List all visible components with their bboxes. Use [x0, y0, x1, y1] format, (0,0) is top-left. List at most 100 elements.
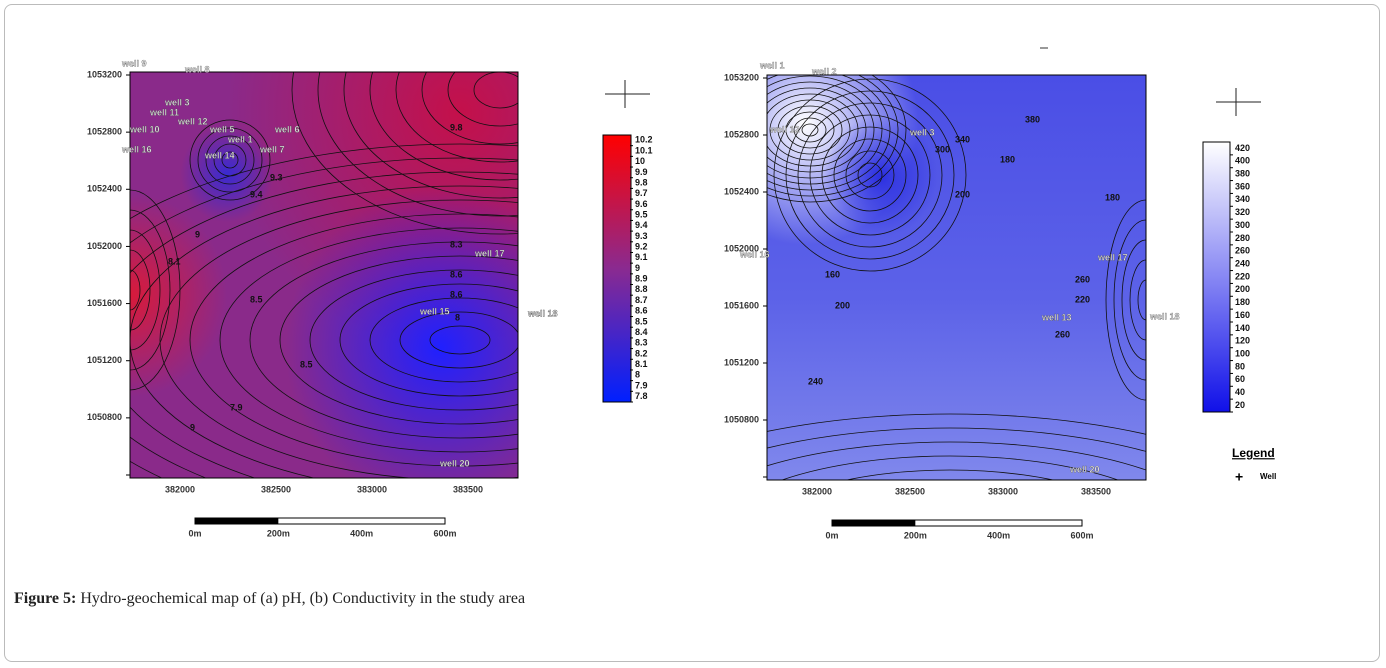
- contour-line: [767, 93, 859, 167]
- contour-line: [421, 72, 518, 145]
- contour-line: [291, 72, 518, 235]
- contour-line: [845, 469, 1055, 480]
- x-axis-label: 382000: [165, 484, 195, 494]
- y-axis-label: 1052800: [724, 129, 759, 139]
- colorbar-label: 10: [635, 156, 645, 166]
- well-label: well 20: [1069, 464, 1100, 474]
- scale-label: 0m: [188, 528, 201, 538]
- contour-line: [399, 311, 518, 369]
- scale-label: 200m: [267, 528, 290, 538]
- well-label: well 2: [811, 66, 837, 76]
- y-axis-label: 1053200: [87, 69, 122, 79]
- colorbar-label: 9.7: [635, 188, 648, 198]
- colorbar-label: 8.6: [635, 306, 648, 316]
- y-axis-label: 1052400: [724, 186, 759, 196]
- colorbar-label: 9.9: [635, 167, 648, 177]
- colorbar-label: 9.4: [635, 220, 648, 230]
- map-b-border: [766, 74, 1147, 481]
- contour-label: 8: [455, 312, 460, 322]
- contour-line: [769, 99, 851, 161]
- colorbar-b: [1202, 141, 1231, 413]
- well-label: well 1: [227, 134, 253, 144]
- contour-line: [205, 135, 255, 185]
- scale-label: 400m: [350, 528, 373, 538]
- contour-line: [189, 119, 271, 201]
- colorbar-label: 8.7: [635, 295, 648, 305]
- contour-line: [369, 297, 518, 383]
- x-axis-label: 383500: [1081, 486, 1111, 496]
- well-label: well 16: [739, 249, 770, 259]
- contour-line: [429, 325, 491, 355]
- scale-label: 600m: [433, 528, 456, 538]
- colorbar-label: 100: [1235, 349, 1250, 359]
- contour-line: [339, 283, 518, 397]
- colorbar-label: 140: [1235, 323, 1250, 333]
- y-axis-label: 1050800: [724, 414, 759, 424]
- contour-label: 8.3: [450, 239, 463, 249]
- contour-label: 260: [1075, 274, 1090, 284]
- contour-line: [221, 151, 239, 169]
- contour-line: [1105, 199, 1146, 401]
- colorbar-label: 280: [1235, 233, 1250, 243]
- scale-label: 200m: [904, 530, 927, 540]
- contour-line: [130, 269, 141, 311]
- contour-line: [777, 105, 843, 155]
- well-label: well 13: [1041, 312, 1072, 322]
- colorbar-label: 20: [1235, 400, 1245, 410]
- map-a-border: [129, 71, 519, 479]
- contour-line: [473, 72, 518, 109]
- contour-line: [130, 143, 518, 478]
- contour-line: [767, 87, 867, 173]
- colorbar-label: 9.2: [635, 242, 648, 252]
- well-label: well 7: [259, 144, 285, 154]
- contour-line: [343, 72, 518, 199]
- contour-label: 9.8: [450, 122, 463, 132]
- colorbar-label: 8.4: [635, 327, 648, 337]
- contour-line: [1113, 219, 1146, 381]
- colorbar-label: 80: [1235, 361, 1245, 371]
- colorbar-label: 9: [635, 263, 640, 273]
- well-label: well 12: [177, 116, 208, 126]
- contour-line: [213, 143, 247, 177]
- map-a-surface: [130, 72, 518, 478]
- contour-line: [767, 75, 907, 203]
- contour-line: [821, 126, 919, 224]
- colorbar-label: 60: [1235, 374, 1245, 384]
- colorbar-label: 8.5: [635, 316, 648, 326]
- contour-label: 340: [955, 134, 970, 144]
- contour-line: [767, 75, 891, 191]
- map-b-surface: [767, 75, 1146, 580]
- colorbar-label: 8: [635, 370, 640, 380]
- contour-line: [447, 72, 518, 127]
- colorbar-label: 380: [1235, 169, 1250, 179]
- colorbar-label: 7.8: [635, 391, 648, 401]
- colorbar-label: 160: [1235, 310, 1250, 320]
- contour-line: [830, 498, 1070, 580]
- colorbar-label: 40: [1235, 387, 1245, 397]
- y-axis-label: 1051200: [724, 357, 759, 367]
- caption-text: Hydro-geochemical map of (a) pH, (b) Con…: [76, 590, 526, 607]
- well-label: well 20: [439, 458, 470, 468]
- contour-line: [767, 427, 1146, 452]
- contour-line: [369, 72, 518, 181]
- north-arrow: [605, 80, 1261, 116]
- contour-line: [317, 72, 518, 217]
- scale-label: 600m: [1070, 530, 1093, 540]
- contour-line: [130, 209, 171, 371]
- contour-label: 380: [1025, 114, 1040, 124]
- contour-line: [1129, 259, 1146, 341]
- contour-line: [279, 255, 518, 425]
- contour-line: [845, 150, 895, 200]
- contour-label: 180: [1105, 192, 1120, 202]
- contour-line: [767, 413, 1146, 435]
- well-label: well 8: [184, 64, 210, 74]
- colorbar-label: 8.8: [635, 284, 648, 294]
- x-axis-label: 382500: [895, 486, 925, 496]
- caption: Figure 5: Hydro-geochemical map of (a) p…: [14, 590, 525, 608]
- well-label: well 13: [527, 308, 558, 318]
- colorbar-label: 9.5: [635, 209, 648, 219]
- contour-line: [159, 199, 518, 478]
- scale-bar-fill: [832, 520, 916, 526]
- well-label: well 3: [909, 127, 935, 137]
- contour-label: 200: [835, 300, 850, 310]
